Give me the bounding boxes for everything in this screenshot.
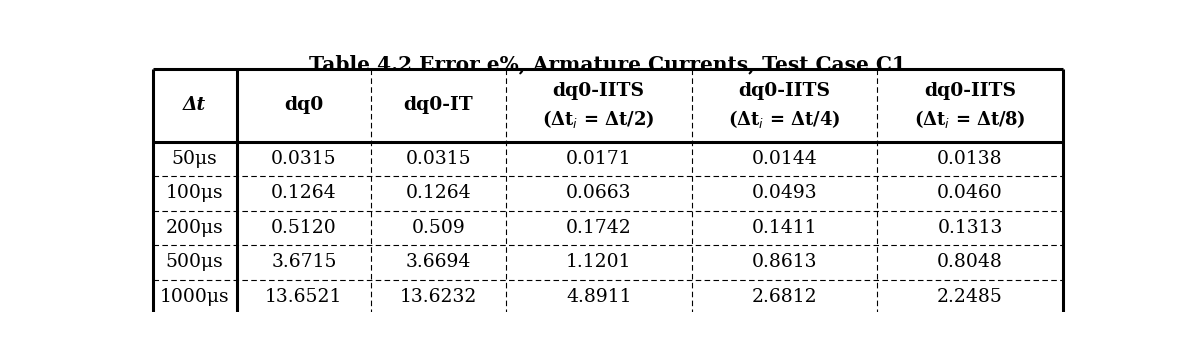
Text: 0.0144: 0.0144 — [752, 150, 817, 168]
Text: 0.509: 0.509 — [412, 219, 465, 237]
Text: 50μs: 50μs — [172, 150, 217, 168]
Text: Table 4.2 Error e%, Armature Currents, Test Case C1: Table 4.2 Error e%, Armature Currents, T… — [310, 54, 906, 74]
Text: (Δt$_i$ = Δt/2): (Δt$_i$ = Δt/2) — [542, 108, 655, 130]
Text: 500μs: 500μs — [166, 253, 224, 272]
Text: 0.8048: 0.8048 — [937, 253, 1003, 272]
Text: dq0: dq0 — [285, 96, 324, 114]
Text: 0.1264: 0.1264 — [272, 184, 337, 202]
Text: 0.0460: 0.0460 — [937, 184, 1003, 202]
Text: Δt: Δt — [183, 96, 206, 114]
Text: dq0-IITS: dq0-IITS — [553, 82, 645, 100]
Text: 0.0315: 0.0315 — [406, 150, 471, 168]
Text: 0.0171: 0.0171 — [566, 150, 631, 168]
Text: dq0-IITS: dq0-IITS — [739, 82, 830, 100]
Text: 0.8613: 0.8613 — [752, 253, 817, 272]
Text: 2.6812: 2.6812 — [752, 288, 817, 306]
Text: 4.8911: 4.8911 — [566, 288, 631, 306]
Text: dq0-IT: dq0-IT — [403, 96, 473, 114]
Text: 13.6521: 13.6521 — [266, 288, 343, 306]
Text: 3.6715: 3.6715 — [272, 253, 337, 272]
Text: 0.1411: 0.1411 — [752, 219, 817, 237]
Text: 0.0138: 0.0138 — [937, 150, 1003, 168]
Text: (Δt$_i$ = Δt/4): (Δt$_i$ = Δt/4) — [728, 108, 841, 130]
Text: 0.0493: 0.0493 — [752, 184, 817, 202]
Text: 0.0315: 0.0315 — [272, 150, 337, 168]
Text: 200μs: 200μs — [166, 219, 224, 237]
Text: 0.0663: 0.0663 — [566, 184, 631, 202]
Text: dq0-IITS: dq0-IITS — [924, 82, 1016, 100]
Text: 3.6694: 3.6694 — [406, 253, 471, 272]
Text: 13.6232: 13.6232 — [400, 288, 477, 306]
Text: (Δt$_i$ = Δt/8): (Δt$_i$ = Δt/8) — [914, 108, 1026, 130]
Text: 1.1201: 1.1201 — [566, 253, 631, 272]
Text: 0.1742: 0.1742 — [566, 219, 632, 237]
Text: 0.1313: 0.1313 — [937, 219, 1002, 237]
Text: 0.1264: 0.1264 — [406, 184, 471, 202]
Text: 1000μs: 1000μs — [160, 288, 230, 306]
Text: 0.5120: 0.5120 — [272, 219, 337, 237]
Text: 100μs: 100μs — [166, 184, 223, 202]
Text: 2.2485: 2.2485 — [937, 288, 1003, 306]
